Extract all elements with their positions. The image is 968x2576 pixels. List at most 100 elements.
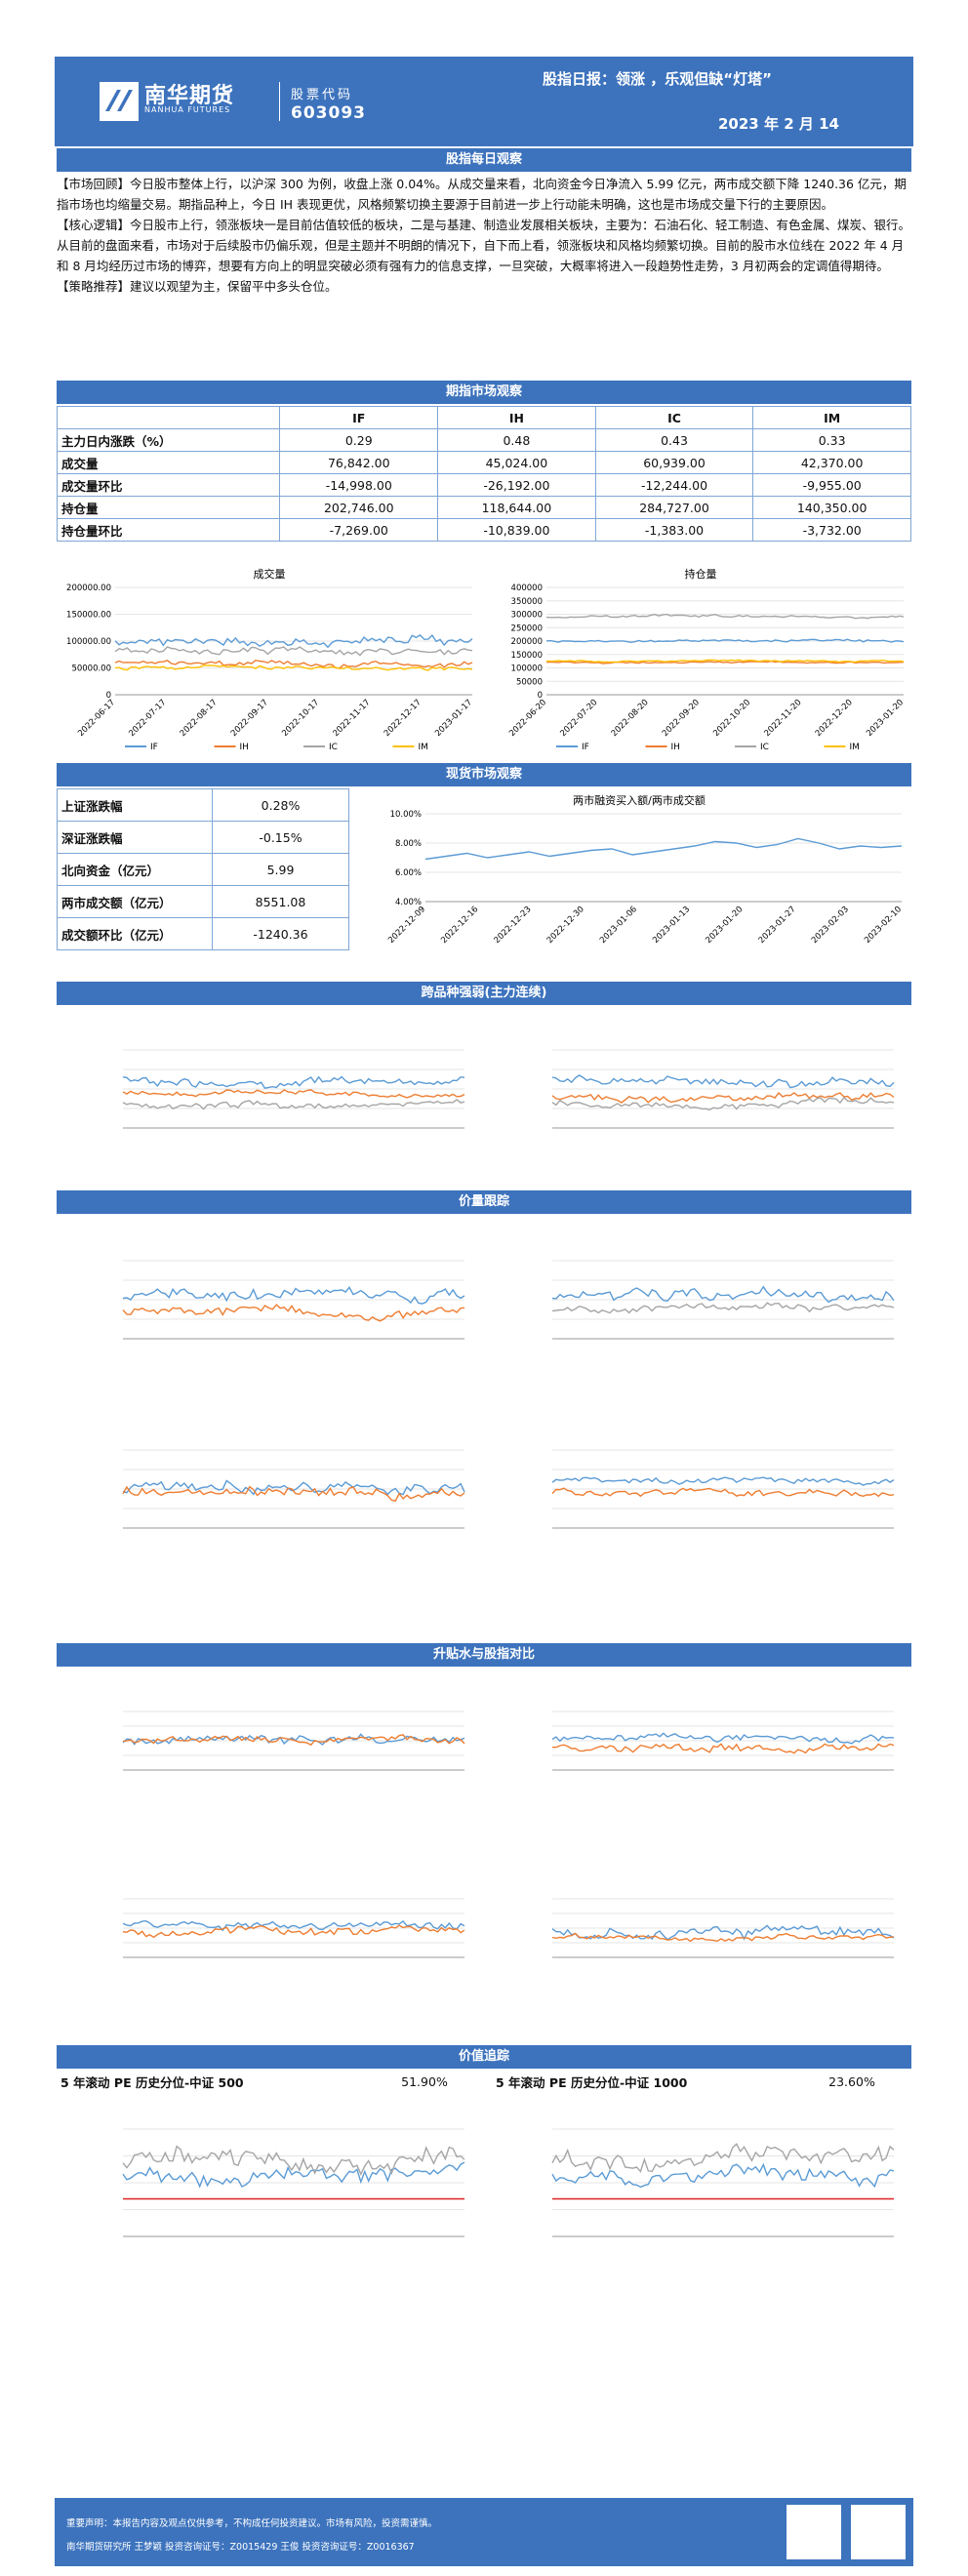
series-line-b <box>122 1924 465 1939</box>
series-line-ih <box>545 660 905 664</box>
series-line-a <box>122 1733 465 1746</box>
futures-cell: -12,244.00 <box>594 473 754 497</box>
if-basis-chart <box>64 1686 474 1832</box>
strategy-text: 建议以观望为主，保留平中多头仓位。 <box>130 279 338 294</box>
x-tick-label: 2022-12-30 <box>545 905 586 946</box>
futures-header-ic: IC <box>594 406 754 429</box>
futures-cell: -10,839.00 <box>437 518 596 542</box>
chart-title: 两市融资买入额/两市成交额 <box>573 793 706 807</box>
series-line-a <box>122 2161 465 2189</box>
market-review-text: 今日股市整体上行，以沪深 300 为例，收盘上涨 0.04%。从成交量来看，北向… <box>57 177 907 212</box>
futures-header-blank <box>56 406 281 429</box>
series-line-a <box>122 1479 465 1496</box>
futures-row-label: 主力日内涨跌（%） <box>56 428 281 452</box>
series-line-ih <box>114 659 473 669</box>
report-title: 股指日报：领涨 ，乐观但缺“灯塔” <box>543 70 772 88</box>
y-tick-label: 0 <box>538 691 543 701</box>
futures-cell: -1,383.00 <box>594 518 754 542</box>
pe-value-zz500: 51.90% <box>401 2073 448 2089</box>
series-line-a <box>122 1075 465 1089</box>
series-line-if <box>114 634 473 649</box>
series-line-a <box>551 1476 895 1486</box>
futures-cell: -3,732.00 <box>752 518 911 542</box>
x-tick-label: 2022-12-17 <box>383 698 424 739</box>
disclaimer-text: 重要声明：本报告内容及观点仅供参考，不构成任何投资建议。市场有风险，投资需谨慎。 <box>66 2518 438 2529</box>
y-tick-label: 6.00% <box>395 868 422 878</box>
if-price-volume-chart <box>64 1235 474 1401</box>
sz50-value-chart <box>64 2104 474 2299</box>
legend-label: IM <box>419 743 428 752</box>
legend-label: IC <box>760 743 769 752</box>
series-line-a <box>551 1732 895 1745</box>
stock-code: 603093 <box>291 103 366 123</box>
y-tick-label: 200000.00 <box>66 584 111 593</box>
x-tick-label: 2022-12-23 <box>493 905 534 946</box>
x-tick-label: 2023-01-13 <box>651 905 692 946</box>
chart-svg <box>551 1260 895 1340</box>
open-interest-chart: 持仓量 0 50000 100000 150000 200000 250000 300000 3… <box>488 562 913 757</box>
x-tick-label: 2023-01-27 <box>757 905 798 946</box>
series-line-b <box>122 1304 465 1322</box>
series-line-a <box>551 1924 895 1941</box>
spot-row-label: 成交额环比（亿元） <box>57 917 213 950</box>
series-line-a <box>551 2162 895 2189</box>
spot-row-value: -1240.36 <box>212 917 349 950</box>
section-value: 价值追踪 <box>57 2045 911 2069</box>
legend-label: IC <box>329 743 338 752</box>
series-line-ic <box>114 646 473 657</box>
spot-row-label: 两市成交额（亿元） <box>57 885 213 918</box>
series-line-a <box>551 1285 895 1304</box>
qr-code-icon <box>786 2505 841 2559</box>
series-line-b <box>122 1089 465 1099</box>
futures-row-label: 成交量环比 <box>56 473 281 497</box>
report-footer: 重要声明：本报告内容及观点仅供参考，不构成任何投资建议。市场有风险，投资需谨慎。… <box>55 2498 913 2566</box>
daily-commentary: 【市场回顾】今日股市整体上行，以沪深 300 为例，收盘上涨 0.04%。从成交… <box>57 174 911 297</box>
x-tick-label: 2023-01-20 <box>704 905 745 946</box>
core-logic-text: 今日股市上行，领涨板块一是目前估值较低的板块，二是与基建、制造业发展相关板块，主… <box>57 218 911 273</box>
spot-row-value: 0.28% <box>212 788 349 822</box>
y-tick-label: 150000 <box>511 651 543 661</box>
futures-cell: 284,727.00 <box>594 496 754 519</box>
y-tick-label: 100000 <box>511 664 543 674</box>
x-tick-label: 2023-02-10 <box>863 905 904 946</box>
futures-cell: 45,024.00 <box>437 451 596 474</box>
x-tick-label: 2022-06-20 <box>507 698 548 739</box>
section-spot-market: 现货市场观察 <box>57 763 911 786</box>
author-text: 南华期货研究所 王梦颖 投资咨询证号：Z0015429 王俊 投资咨询证号：Z0… <box>66 2542 415 2553</box>
futures-row-label: 持仓量环比 <box>56 518 281 542</box>
spot-row-label: 深证涨跌幅 <box>57 821 213 854</box>
series-line-b <box>122 2145 465 2176</box>
futures-table: IF IH IC IM 主力日内涨跌（%） 0.29 0.48 0.43 0.33 成交量 76,8… <box>56 406 911 542</box>
spot-row-label: 上证涨跌幅 <box>57 788 213 822</box>
futures-cell: 118,644.00 <box>437 496 596 519</box>
cross-chart-left <box>64 1025 474 1190</box>
y-tick-label: 200000 <box>511 637 543 647</box>
y-tick-label: 10.00% <box>390 810 422 820</box>
x-tick-label: 2022-09-20 <box>661 698 702 739</box>
x-tick-label: 2022-10-20 <box>711 698 752 739</box>
futures-cell: 0.48 <box>437 428 596 452</box>
series-line-b <box>122 1485 465 1503</box>
y-tick-label: 150000.00 <box>66 611 111 621</box>
futures-cell: 0.33 <box>752 428 911 452</box>
legend-label: IF <box>582 743 589 752</box>
futures-cell: -26,192.00 <box>437 473 596 497</box>
series-line-c <box>122 1099 465 1110</box>
chart-svg <box>551 1049 895 1129</box>
ih-basis-chart <box>494 1686 904 1832</box>
pe-label-zz500: 5 年滚动 PE 历史分位-中证 500 <box>60 2074 244 2090</box>
futures-cell: 42,370.00 <box>752 451 911 474</box>
brand-name: 南华期货 <box>144 84 235 108</box>
stock-code-label: 股票代码 <box>291 88 354 102</box>
series-line-b <box>551 1092 895 1104</box>
futures-cell: 140,350.00 <box>752 496 911 519</box>
y-tick-label: 100000.00 <box>66 637 111 647</box>
logic-tag: 【核心逻辑】 <box>57 218 131 232</box>
chart-svg: 成交量 0 50000.00 100000.00 150000.00 200000.00 2… <box>66 567 474 752</box>
x-tick-label: 2022-12-09 <box>386 905 427 946</box>
series-line-b <box>551 1932 895 1943</box>
im-price-volume-chart <box>494 1425 904 1590</box>
x-tick-label: 2023-02-03 <box>810 905 851 946</box>
y-tick-label: 50000 <box>516 677 543 687</box>
chart-svg <box>551 1711 895 1771</box>
